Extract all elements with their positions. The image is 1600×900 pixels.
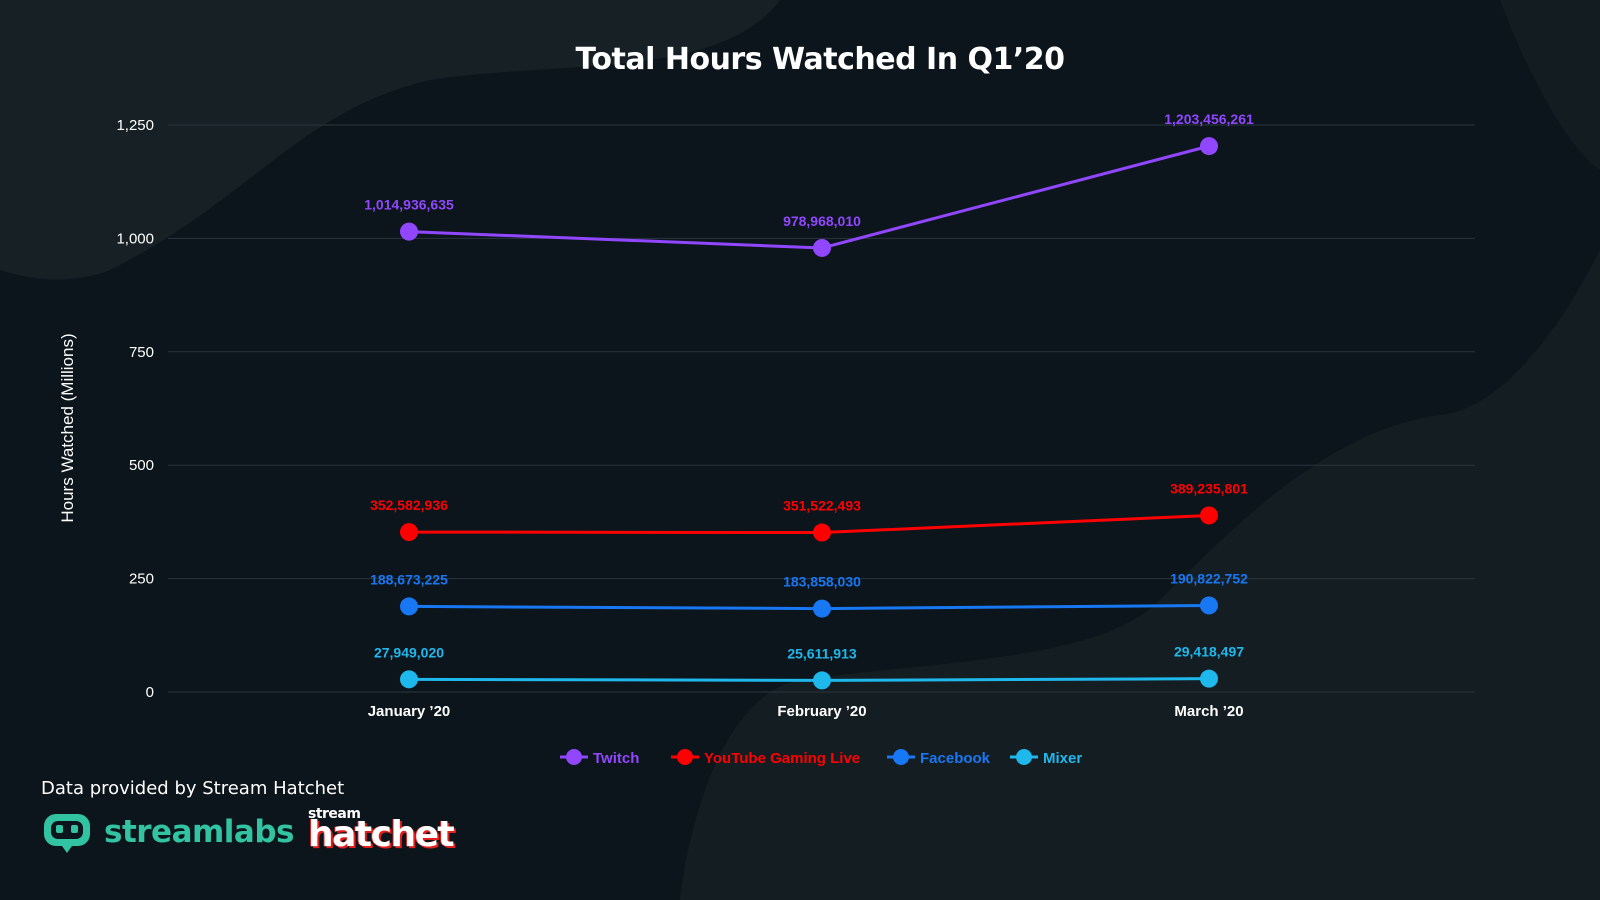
y-tick-label: 0: [146, 684, 154, 701]
data-point: [400, 523, 418, 542]
data-label: 188,673,225: [370, 571, 448, 587]
data-label: 978,968,010: [783, 213, 861, 229]
chart-title: Total Hours Watched In Q1’20: [575, 42, 1065, 77]
x-tick-label: January ’20: [368, 703, 451, 720]
legend-label: Mixer: [1043, 750, 1082, 767]
series-twitch: 1,014,936,635 978,968,010 1,203,456,261: [364, 111, 1254, 257]
data-point: [813, 238, 831, 257]
streamlabs-icon: [44, 814, 90, 853]
data-label: 389,235,801: [1170, 480, 1248, 496]
y-tick-label: 1,250: [116, 117, 154, 134]
data-label: 27,949,020: [374, 644, 444, 660]
data-point: [1200, 137, 1218, 156]
y-tick-label: 750: [129, 344, 154, 361]
data-point: [1200, 596, 1218, 615]
data-label: 1,203,456,261: [1164, 111, 1254, 127]
data-point: [813, 671, 831, 690]
x-tick-label: March ’20: [1174, 703, 1243, 720]
legend-item: Facebook: [887, 749, 991, 767]
data-label: 352,582,936: [370, 497, 448, 513]
legend-swatch-dot: [893, 749, 909, 765]
background-shape-left: [0, 0, 780, 280]
data-label: 29,418,497: [1174, 644, 1244, 660]
data-point: [1200, 506, 1218, 525]
data-credit: Data provided by Stream Hatchet: [41, 778, 345, 799]
streamlabs-logo: streamlabs: [40, 808, 295, 856]
data-label: 190,822,752: [1170, 570, 1248, 586]
data-label: 351,522,493: [783, 498, 861, 514]
x-tick-label: February ’20: [777, 703, 866, 720]
legend-swatch-dot: [566, 749, 582, 765]
legend-item: YouTube Gaming Live: [671, 749, 860, 767]
data-point: [813, 523, 831, 542]
series-youtube-gaming-live: 352,582,936 351,522,493 389,235,801: [370, 480, 1248, 542]
legend: Twitch YouTube Gaming Live Facebook Mixer: [560, 749, 1082, 767]
y-tick-label: 250: [129, 571, 154, 588]
data-point: [400, 597, 418, 616]
streamhatchet-logo-small-text: stream: [308, 806, 361, 822]
y-tick-label: 1,000: [116, 230, 154, 247]
background-shape-right: [680, 250, 1600, 900]
data-point: [813, 599, 831, 618]
data-label: 183,858,030: [783, 574, 861, 590]
y-tick-label: 500: [129, 457, 154, 474]
streamlabs-wordmark: streamlabs: [104, 814, 295, 850]
legend-label: YouTube Gaming Live: [704, 750, 860, 767]
data-point: [400, 670, 418, 689]
legend-swatch-dot: [1016, 749, 1032, 765]
streamhatchet-logo: stream hatchet: [308, 806, 455, 856]
legend-label: Facebook: [920, 750, 991, 767]
y-axis-label: Hours Watched (Millions): [58, 333, 77, 522]
legend-item: Mixer: [1010, 749, 1082, 767]
legend-swatch-dot: [677, 749, 693, 765]
data-label: 1,014,936,635: [364, 197, 454, 213]
data-label: 25,611,913: [787, 645, 857, 661]
series-facebook: 188,673,225 183,858,030 190,822,752: [370, 570, 1248, 618]
data-point: [1200, 669, 1218, 688]
legend-label: Twitch: [593, 750, 639, 767]
streamhatchet-logo-big-text: hatchet: [308, 814, 455, 855]
series-line: [408, 677, 1210, 682]
x-axis: January ’20 February ’20 March ’20: [368, 703, 1244, 720]
gridlines: [168, 124, 1475, 693]
background-shape-corner: [1500, 0, 1600, 170]
series-mixer: 27,949,020 25,611,913 29,418,497: [374, 644, 1244, 690]
y-axis: 0 250 500 750 1,000 1,250: [116, 117, 154, 701]
data-point: [400, 222, 418, 241]
series: 1,014,936,635 978,968,010 1,203,456,261 352…: [364, 111, 1254, 690]
legend-item: Twitch: [560, 749, 639, 767]
